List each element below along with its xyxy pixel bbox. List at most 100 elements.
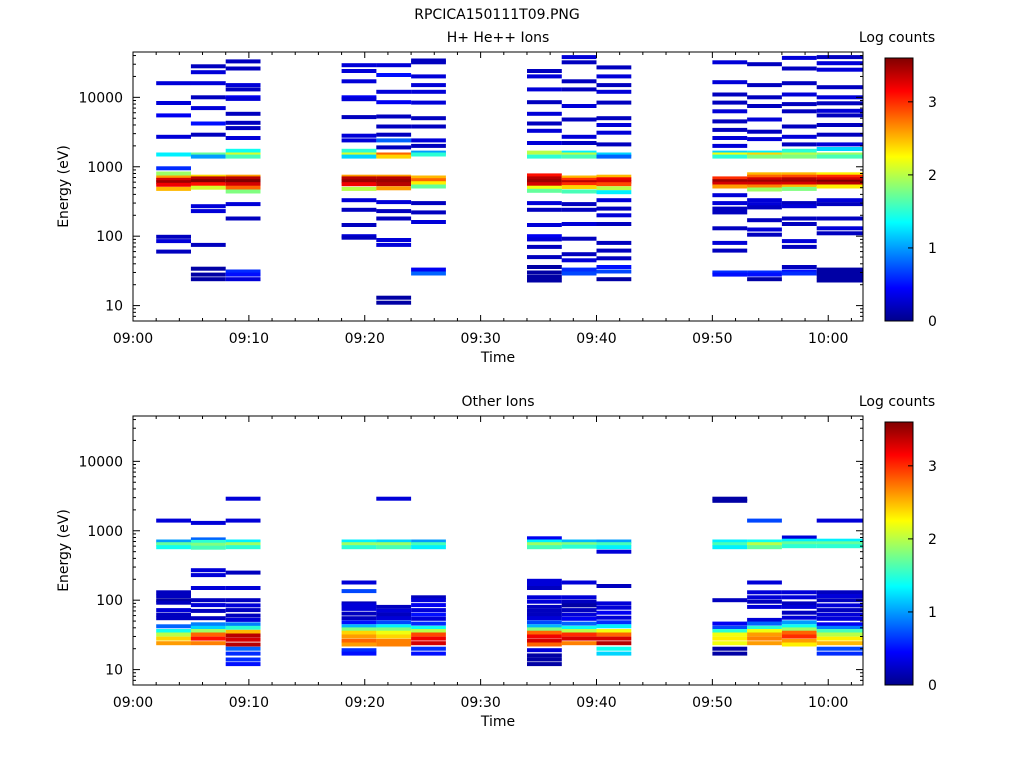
heatmap-cell bbox=[527, 638, 562, 643]
heatmap-cell bbox=[225, 613, 261, 618]
heatmap-cell bbox=[376, 63, 412, 68]
heatmap-cell bbox=[411, 595, 446, 600]
heatmap-cell bbox=[411, 89, 446, 94]
heatmap-cell bbox=[225, 152, 261, 157]
heatmap-cell bbox=[781, 216, 817, 221]
heatmap-cell bbox=[816, 142, 863, 147]
heatmap-cell bbox=[225, 272, 261, 277]
heatmap-cell bbox=[527, 536, 562, 541]
colorbar-label: Log counts bbox=[859, 30, 935, 46]
heatmap-cell bbox=[781, 55, 817, 60]
heatmap-cell bbox=[712, 136, 748, 140]
heatmap-cell bbox=[527, 274, 562, 279]
heatmap-cell bbox=[527, 657, 562, 662]
heatmap-cell bbox=[527, 176, 562, 181]
heatmap-cell bbox=[712, 210, 748, 215]
heatmap-cell bbox=[816, 216, 863, 221]
heatmap-cell bbox=[527, 111, 562, 116]
heatmap-cell bbox=[527, 234, 562, 239]
heatmap-cell bbox=[596, 206, 632, 211]
colorbar-tick-label: 0 bbox=[928, 314, 937, 330]
heatmap-cell bbox=[156, 600, 191, 605]
heatmap-cell bbox=[527, 150, 562, 155]
heatmap-cell bbox=[816, 85, 863, 90]
heatmap-cell bbox=[747, 218, 782, 223]
heatmap-cell bbox=[747, 232, 782, 237]
heatmap-cell bbox=[341, 152, 377, 157]
heatmap-cell bbox=[156, 612, 191, 617]
heatmap-cell bbox=[781, 239, 817, 244]
heatmap-cell bbox=[376, 124, 412, 129]
heatmap-cell bbox=[712, 646, 748, 651]
heatmap-cell bbox=[596, 83, 632, 88]
x-tick-label: 09:40 bbox=[576, 331, 616, 347]
heatmap-cell bbox=[781, 142, 817, 147]
heatmap-cell bbox=[816, 55, 863, 60]
heatmap-cell bbox=[561, 544, 597, 549]
heatmap-cell bbox=[190, 179, 226, 184]
heatmap-cell bbox=[341, 648, 377, 653]
heatmap-cell bbox=[376, 608, 412, 613]
heatmap-cell bbox=[156, 134, 191, 139]
heatmap-cell bbox=[781, 152, 817, 157]
heatmap-cell bbox=[781, 174, 817, 179]
heatmap-cell bbox=[712, 80, 748, 85]
heatmap-cell bbox=[411, 608, 446, 613]
heatmap-cell bbox=[527, 74, 562, 79]
heatmap-cell bbox=[781, 265, 817, 269]
heatmap-cell bbox=[411, 271, 446, 276]
heatmap-cell bbox=[190, 608, 226, 613]
x-tick-label: 10:00 bbox=[808, 695, 848, 711]
heatmap-cell bbox=[596, 610, 632, 615]
heatmap-cell bbox=[376, 154, 412, 159]
heatmap-cell bbox=[190, 242, 226, 247]
heatmap-cell bbox=[376, 612, 412, 617]
heatmap-cell bbox=[596, 641, 632, 646]
heatmap-cell bbox=[376, 620, 412, 625]
heatmap-cell bbox=[747, 604, 782, 609]
heatmap-cell bbox=[376, 152, 412, 157]
heatmap-cell bbox=[527, 154, 562, 159]
heatmap-cell bbox=[747, 227, 782, 232]
heatmap-cell bbox=[596, 240, 632, 245]
heatmap-cell bbox=[527, 223, 562, 227]
heatmap-cell bbox=[190, 152, 226, 157]
heatmap-cell bbox=[561, 182, 597, 187]
heatmap-cell bbox=[781, 184, 817, 189]
heatmap-cell bbox=[411, 60, 446, 65]
heatmap-cell bbox=[225, 657, 261, 662]
heatmap-cell bbox=[225, 539, 261, 544]
heatmap-cell bbox=[376, 634, 412, 639]
heatmap-cell bbox=[341, 603, 377, 608]
heatmap-cell bbox=[190, 182, 226, 187]
heatmap-cell bbox=[225, 66, 261, 71]
heatmap-cell bbox=[225, 202, 261, 207]
heatmap-cell bbox=[781, 590, 817, 595]
heatmap-cell bbox=[156, 171, 191, 176]
heatmap-cell bbox=[341, 186, 377, 191]
heatmap-cell bbox=[712, 542, 748, 547]
heatmap-cell bbox=[816, 541, 863, 546]
heatmap-cell bbox=[411, 100, 446, 105]
heatmap-cell bbox=[156, 636, 191, 641]
heatmap-cell bbox=[747, 632, 782, 637]
heatmap-cell bbox=[781, 627, 817, 632]
heatmap-cell bbox=[411, 116, 446, 121]
y-axis-label: Energy (eV) bbox=[56, 145, 72, 228]
heatmap-cell bbox=[341, 154, 377, 159]
heatmap-cell bbox=[596, 584, 632, 588]
heatmap-cell bbox=[712, 176, 748, 181]
heatmap-cell bbox=[747, 152, 782, 157]
heatmap-cell bbox=[190, 154, 226, 159]
heatmap-cell bbox=[712, 201, 748, 206]
heatmap-cell bbox=[747, 172, 782, 177]
heatmap-cell bbox=[225, 269, 261, 274]
heatmap-cell bbox=[747, 129, 782, 134]
heatmap-cell bbox=[712, 598, 748, 603]
x-tick-label: 09:40 bbox=[576, 695, 616, 711]
heatmap-cell bbox=[781, 544, 817, 549]
heatmap-cell bbox=[225, 126, 261, 131]
heatmap-cells bbox=[156, 496, 863, 667]
heatmap-cell bbox=[596, 256, 632, 261]
heatmap-cell bbox=[816, 184, 863, 189]
